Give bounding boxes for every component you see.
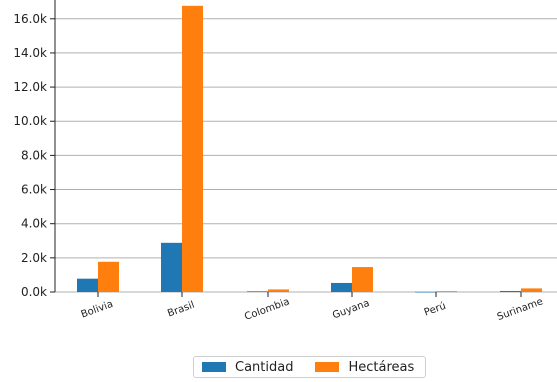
x-tick-label: Suriname <box>496 296 545 323</box>
bar-hectreas-per <box>436 291 457 292</box>
legend-swatch-hectareas <box>315 362 340 372</box>
y-tick-label: 6.0k <box>21 183 47 197</box>
y-tick-label: 2.0k <box>21 251 47 265</box>
legend-item-cantidad: Cantidad <box>202 360 293 375</box>
bar-hectreas-guyana <box>352 267 373 292</box>
bar-cantidad-suriname <box>500 290 521 292</box>
y-tick-label: 14.0k <box>13 46 47 60</box>
x-tick-label: Bolivia <box>80 299 115 321</box>
y-tick-label: 4.0k <box>21 217 47 231</box>
bar-cantidad-per <box>415 291 436 293</box>
bar-cantidad-bolivia <box>77 278 98 292</box>
bar-hectreas-colombia <box>268 289 289 292</box>
legend-swatch-cantidad <box>202 362 226 372</box>
bar-hectreas-bolivia <box>98 261 119 292</box>
legend: Cantidad Hectáreas <box>193 356 426 378</box>
y-tick-label: 12.0k <box>13 80 47 94</box>
y-tick-label: 16.0k <box>13 12 47 26</box>
bar-cantidad-guyana <box>331 282 352 292</box>
bar-cantidad-brasil <box>161 242 182 292</box>
bar-hectreas-brasil <box>182 5 203 293</box>
y-tick-label: 10.0k <box>13 114 47 128</box>
bar-hectreas-suriname <box>521 288 542 292</box>
x-tick-label: Colombia <box>243 296 291 322</box>
y-tick-label: 8.0k <box>21 148 47 162</box>
bar-cantidad-colombia <box>247 291 268 292</box>
y-tick-label: 0.0k <box>21 285 47 299</box>
x-tick-label: Guyana <box>331 298 371 322</box>
legend-label-hectareas: Hectáreas <box>348 359 415 375</box>
legend-item-hectareas: Hectáreas <box>315 360 414 375</box>
x-tick-label: Brasil <box>166 300 196 320</box>
x-tick-label: Perú <box>422 300 447 319</box>
legend-label-cantidad: Cantidad <box>235 359 294 375</box>
